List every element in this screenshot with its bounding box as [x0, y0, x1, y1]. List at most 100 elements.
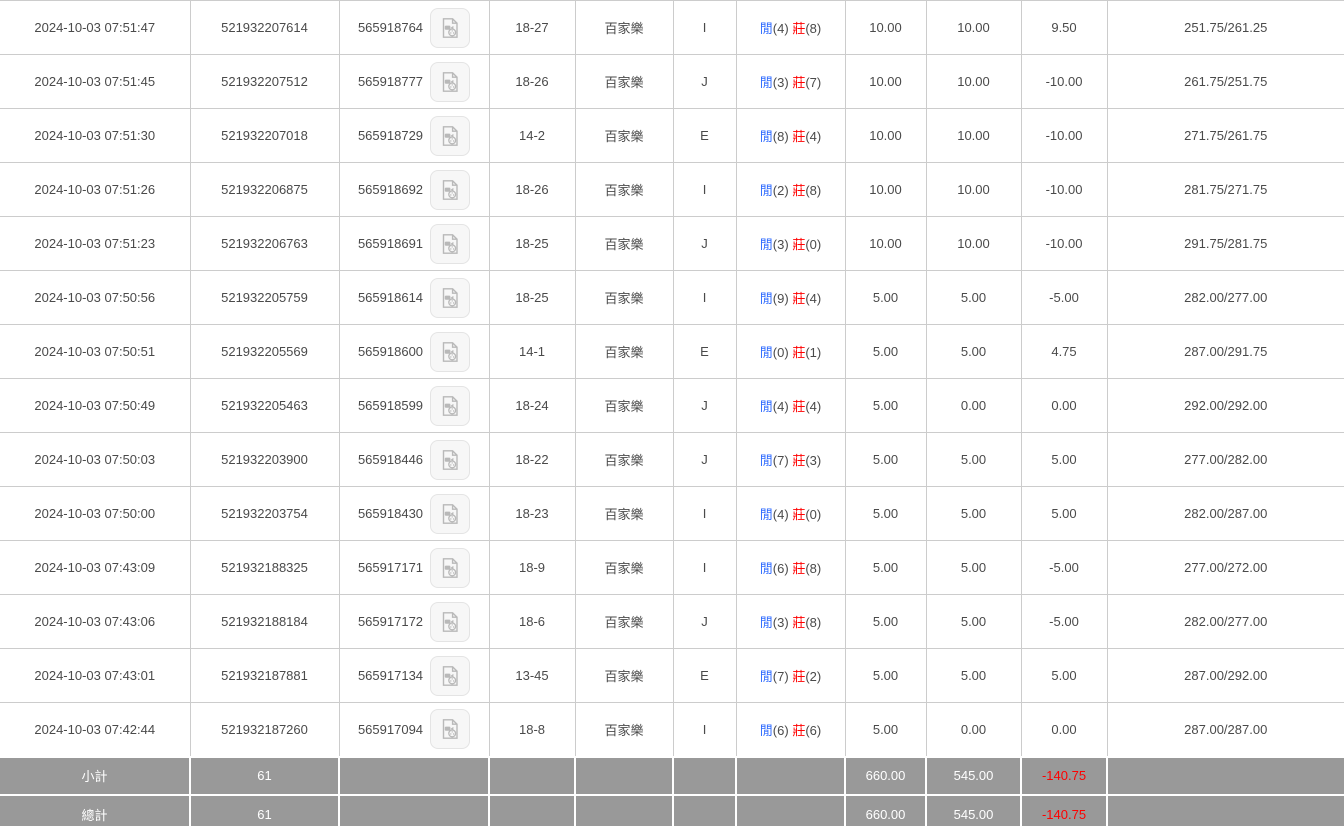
bet-record-row: 2024-10-03 07:50:56 521932205759 5659186… — [0, 270, 1344, 325]
round-cell: 565918430 — [338, 486, 490, 541]
win-loss: -10.00 — [1020, 162, 1108, 217]
game-name: 百家樂 — [574, 108, 674, 163]
win-loss: -10.00 — [1020, 216, 1108, 271]
round-cell: 565918446 — [338, 432, 490, 487]
bet-amount-link[interactable]: 5.00 — [844, 702, 927, 757]
bet-amount-link[interactable]: 5.00 — [844, 324, 927, 379]
round-id: 565918599 — [357, 398, 424, 413]
player-points: (4) — [772, 507, 789, 522]
game-name: 百家樂 — [574, 648, 674, 703]
bet-amount-link[interactable]: 5.00 — [844, 540, 927, 595]
video-replay-button[interactable] — [430, 655, 471, 696]
video-replay-button[interactable] — [430, 7, 471, 48]
balance: 287.00/292.00 — [1106, 648, 1344, 703]
game-result: 閒(0) 莊(1) — [735, 324, 846, 379]
bet-time: 2024-10-03 07:43:09 — [0, 540, 191, 595]
bet-amount-link[interactable]: 5.00 — [844, 270, 927, 325]
bet-amount-link[interactable]: 5.00 — [844, 378, 927, 433]
banker-label: 莊 — [792, 129, 806, 144]
round-id: 565918692 — [357, 182, 424, 197]
bet-time: 2024-10-03 07:50:00 — [0, 486, 191, 541]
balance: 287.00/287.00 — [1106, 702, 1344, 757]
bet-amount-link[interactable]: 5.00 — [844, 486, 927, 541]
bet-amount-link[interactable]: 10.00 — [844, 216, 927, 271]
game-name: 百家樂 — [574, 270, 674, 325]
table-round: 13-45 — [488, 648, 576, 703]
video-replay-button[interactable] — [430, 169, 471, 210]
valid-amount: 5.00 — [925, 432, 1022, 487]
player-label: 閒 — [759, 291, 773, 306]
bet-id: 521932205463 — [189, 378, 340, 433]
valid-amount: 5.00 — [925, 324, 1022, 379]
video-replay-icon — [438, 556, 462, 580]
player-label: 閒 — [759, 722, 773, 738]
round-id: 565918691 — [357, 236, 424, 251]
player-points: (4) — [772, 21, 789, 36]
bet-record-row: 2024-10-03 07:51:45 521932207512 5659187… — [0, 54, 1344, 109]
bet-id: 521932207512 — [189, 54, 340, 109]
player-points: (8) — [772, 129, 789, 144]
balance: 282.00/277.00 — [1106, 594, 1344, 649]
bet-time: 2024-10-03 07:51:23 — [0, 216, 191, 271]
bet-amount-link[interactable]: 10.00 — [844, 0, 927, 55]
video-replay-button[interactable] — [430, 331, 471, 372]
bet-id: 521932207614 — [189, 0, 340, 55]
banker-points: (4) — [805, 129, 822, 144]
video-replay-button[interactable] — [430, 709, 471, 750]
player-label: 閒 — [759, 345, 773, 360]
bet-time: 2024-10-03 07:51:26 — [0, 162, 191, 217]
bet-amount-link[interactable]: 5.00 — [844, 594, 927, 649]
game-name: 百家樂 — [574, 486, 674, 541]
video-replay-button[interactable] — [430, 115, 471, 156]
balance: 277.00/282.00 — [1106, 432, 1344, 487]
game-name: 百家樂 — [574, 216, 674, 271]
video-replay-button[interactable] — [430, 601, 471, 642]
video-replay-button[interactable] — [430, 493, 471, 534]
player-label: 閒 — [759, 237, 773, 252]
round-cell: 565917094 — [338, 702, 490, 757]
video-replay-button[interactable] — [430, 223, 471, 264]
video-replay-button[interactable] — [430, 61, 471, 102]
win-loss: 5.00 — [1020, 648, 1108, 703]
round-id: 565918729 — [357, 128, 424, 143]
banker-points: (6) — [805, 722, 822, 738]
banker-label: 莊 — [792, 399, 806, 414]
bet-amount-link[interactable]: 5.00 — [844, 648, 927, 703]
video-replay-icon — [438, 340, 462, 364]
bet-time: 2024-10-03 07:43:01 — [0, 648, 191, 703]
bet-time: 2024-10-03 07:51:47 — [0, 0, 191, 55]
bet-amount-link[interactable]: 10.00 — [844, 54, 927, 109]
video-replay-button[interactable] — [430, 385, 471, 426]
video-replay-button[interactable] — [430, 439, 471, 480]
game-name: 百家樂 — [574, 702, 674, 757]
video-replay-icon — [438, 610, 462, 634]
banker-points: (2) — [805, 669, 822, 684]
video-replay-button[interactable] — [430, 277, 471, 318]
valid-amount: 10.00 — [925, 54, 1022, 109]
win-loss: 0.00 — [1020, 702, 1108, 757]
bet-amount-link[interactable]: 10.00 — [844, 162, 927, 217]
video-replay-icon — [438, 232, 462, 256]
banker-points: (1) — [805, 345, 822, 360]
game-result: 閒(4) 莊(4) — [735, 378, 846, 433]
balance: 287.00/291.75 — [1106, 324, 1344, 379]
banker-label: 莊 — [792, 722, 806, 738]
bet-amount-link[interactable]: 5.00 — [844, 432, 927, 487]
banker-points: (7) — [805, 75, 822, 90]
bet-time: 2024-10-03 07:43:06 — [0, 594, 191, 649]
game-result: 閒(7) 莊(3) — [735, 432, 846, 487]
video-replay-button[interactable] — [430, 547, 471, 588]
game-name: 百家樂 — [574, 162, 674, 217]
bet-id: 521932203754 — [189, 486, 340, 541]
bet-record-row: 2024-10-03 07:51:30 521932207018 5659187… — [0, 108, 1344, 163]
section-letter: I — [672, 702, 737, 757]
banker-label: 莊 — [792, 21, 806, 36]
player-label: 閒 — [759, 615, 773, 630]
bet-amount-link[interactable]: 10.00 — [844, 108, 927, 163]
balance: 277.00/272.00 — [1106, 540, 1344, 595]
banker-points: (8) — [805, 561, 822, 576]
bet-time: 2024-10-03 07:42:44 — [0, 702, 191, 757]
subtotal-count: 61 — [189, 755, 340, 796]
win-loss: 5.00 — [1020, 432, 1108, 487]
